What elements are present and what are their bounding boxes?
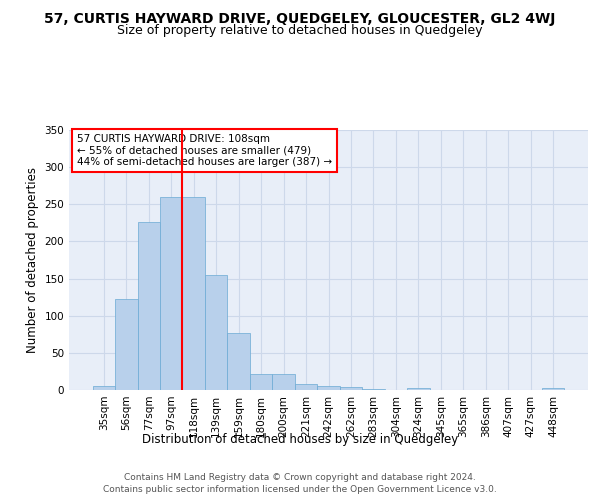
Bar [137, 222, 160, 390]
Bar [92, 386, 115, 390]
Bar [407, 388, 430, 390]
Y-axis label: Number of detached properties: Number of detached properties [26, 167, 39, 353]
Bar [362, 388, 385, 390]
Text: 57, CURTIS HAYWARD DRIVE, QUEDGELEY, GLOUCESTER, GL2 4WJ: 57, CURTIS HAYWARD DRIVE, QUEDGELEY, GLO… [44, 12, 556, 26]
Text: Contains HM Land Registry data © Crown copyright and database right 2024.: Contains HM Land Registry data © Crown c… [124, 472, 476, 482]
Bar [317, 386, 340, 390]
Text: Size of property relative to detached houses in Quedgeley: Size of property relative to detached ho… [117, 24, 483, 37]
Bar [227, 333, 250, 390]
Bar [160, 197, 182, 390]
Bar [205, 275, 227, 390]
Bar [182, 197, 205, 390]
Bar [295, 384, 317, 390]
Text: Distribution of detached houses by size in Quedgeley: Distribution of detached houses by size … [142, 432, 458, 446]
Bar [250, 374, 272, 390]
Bar [115, 298, 137, 390]
Text: 57 CURTIS HAYWARD DRIVE: 108sqm
← 55% of detached houses are smaller (479)
44% o: 57 CURTIS HAYWARD DRIVE: 108sqm ← 55% of… [77, 134, 332, 167]
Bar [272, 374, 295, 390]
Bar [542, 388, 565, 390]
Bar [340, 387, 362, 390]
Text: Contains public sector information licensed under the Open Government Licence v3: Contains public sector information licen… [103, 485, 497, 494]
